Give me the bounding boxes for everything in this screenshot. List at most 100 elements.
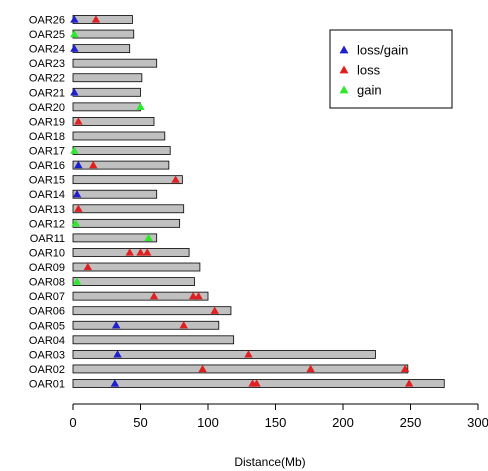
y-tick-label: OAR14 <box>29 189 65 201</box>
bar-OAR15 <box>72 175 183 185</box>
y-tick-label: OAR01 <box>29 379 65 391</box>
y-tick-label: OAR04 <box>29 335 65 347</box>
bar-OAR04 <box>72 335 235 345</box>
legend-box <box>329 29 453 109</box>
marker-gain-OAR11 <box>144 233 153 242</box>
marker-loss-gain-OAR21 <box>70 88 79 96</box>
x-tick-label: 250 <box>400 415 422 430</box>
marker-gain-OAR25 <box>70 29 79 38</box>
marker-loss-gain-OAR26 <box>70 15 79 23</box>
marker-loss-OAR07 <box>188 291 198 300</box>
bar-OAR25 <box>72 29 135 39</box>
y-tick-label: OAR25 <box>29 29 65 41</box>
marker-loss-gain-OAR01 <box>110 379 120 387</box>
marker-loss-gain-OAR16 <box>74 160 83 169</box>
marker-gain-OAR12 <box>71 219 80 227</box>
marker-loss-OAR02 <box>198 364 207 373</box>
marker-loss-OAR19 <box>74 117 83 125</box>
y-tick-label: OAR22 <box>29 73 65 85</box>
marker-loss-OAR07 <box>194 291 203 300</box>
bar-OAR11 <box>72 233 158 243</box>
bar-OAR20 <box>72 102 141 112</box>
marker-loss-gain-OAR14 <box>72 190 82 198</box>
legend-label: loss/gain <box>357 43 408 58</box>
marker-loss-OAR06 <box>210 306 219 314</box>
bar-OAR14 <box>72 189 158 199</box>
legend: loss/gain loss gain <box>329 29 453 109</box>
legend-label: loss <box>357 63 381 78</box>
y-tick-label: OAR03 <box>29 349 65 361</box>
marker-loss-OAR05 <box>179 321 188 329</box>
bar-OAR19 <box>72 117 155 126</box>
legend-label: gain <box>357 83 382 98</box>
marker-gain-OAR17 <box>70 146 79 154</box>
bar-OAR23 <box>72 58 158 68</box>
marker-loss-gain-OAR03 <box>113 350 122 358</box>
y-tick-label: OAR12 <box>29 218 65 230</box>
legend-marker-loss-gain <box>339 45 349 54</box>
bar-OAR08 <box>72 277 195 286</box>
y-tick-label: OAR23 <box>29 58 65 70</box>
marker-loss-OAR02 <box>400 364 410 373</box>
bar-OAR06 <box>72 306 232 316</box>
y-tick-label: OAR15 <box>29 175 65 187</box>
marker-loss-OAR01 <box>404 379 414 387</box>
y-tick-label: OAR02 <box>29 364 65 376</box>
marker-loss-gain-OAR05 <box>112 321 121 329</box>
marker-loss-OAR15 <box>171 175 180 183</box>
y-tick-label: OAR16 <box>29 160 65 172</box>
y-tick-label: OAR07 <box>29 291 65 303</box>
x-axis-label: Distance(Mb) <box>234 455 305 469</box>
legend-marker-loss <box>339 65 349 74</box>
y-tick-label: OAR08 <box>29 277 65 289</box>
y-tick-label: OAR06 <box>29 306 65 318</box>
bar-OAR18 <box>72 131 166 141</box>
bar-OAR21 <box>72 87 141 97</box>
y-tick-label: OAR24 <box>29 44 65 56</box>
y-tick-label: OAR09 <box>29 262 65 274</box>
markers <box>70 15 414 387</box>
marker-gain-OAR20 <box>136 102 145 111</box>
y-tick-label: OAR05 <box>29 320 65 332</box>
x-tick-label: 0 <box>69 415 76 430</box>
bar-OAR17 <box>72 146 171 155</box>
legend-marker-gain <box>339 85 349 94</box>
marker-loss-OAR13 <box>74 204 83 212</box>
x-tick-label: 100 <box>197 415 219 430</box>
x-axis: 0 50 100 150 200 250 300 <box>69 403 488 430</box>
y-tick-label: OAR19 <box>29 116 65 128</box>
bar-OAR05 <box>72 320 220 330</box>
marker-loss-OAR10 <box>143 248 152 256</box>
marker-loss-gain-OAR24 <box>70 44 79 52</box>
bar-OAR12 <box>72 218 181 228</box>
y-tick-label: OAR18 <box>29 131 65 143</box>
bar-OAR22 <box>72 73 143 83</box>
y-tick-label: OAR13 <box>29 204 65 216</box>
marker-loss-OAR07 <box>149 291 159 300</box>
bar-OAR26 <box>72 15 133 24</box>
y-tick-label: OAR20 <box>29 102 65 114</box>
x-tick-label: 150 <box>265 415 287 430</box>
bar-OAR16 <box>72 160 170 170</box>
y-tick-label: OAR26 <box>29 15 65 27</box>
bar-OAR07 <box>72 291 209 301</box>
y-tick-label: OAR11 <box>30 233 65 245</box>
y-tick-label: OAR10 <box>29 247 65 259</box>
marker-loss-OAR02 <box>306 364 315 373</box>
x-tick-label: 300 <box>467 415 488 430</box>
marker-loss-OAR26 <box>91 15 101 23</box>
y-axis-labels: OAR01 OAR02 OAR03 OAR04 OAR05 OAR06 OAR07 OAR08… <box>29 15 65 391</box>
bar-OAR03 <box>72 349 376 359</box>
x-tick-label: 200 <box>332 415 354 430</box>
bar-OAR24 <box>72 44 131 54</box>
bar-OAR13 <box>72 204 185 214</box>
marker-loss-OAR03 <box>244 350 253 358</box>
y-tick-label: OAR17 <box>29 146 65 158</box>
bar-OAR09 <box>72 262 201 272</box>
x-tick-label: 50 <box>133 415 147 430</box>
marker-loss-OAR10 <box>125 248 134 256</box>
marker-loss-OAR09 <box>83 262 93 271</box>
marker-loss-OAR10 <box>136 248 145 256</box>
y-tick-label: OAR21 <box>29 87 65 99</box>
